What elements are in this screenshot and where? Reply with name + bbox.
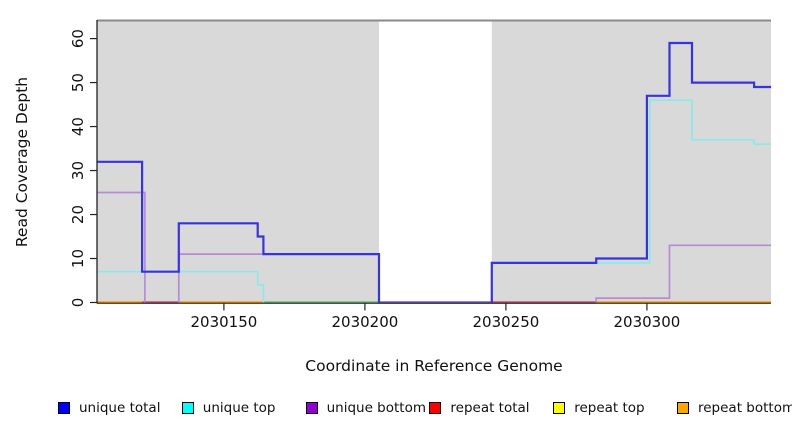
legend: unique total unique top unique bottom repea…	[0, 399, 792, 419]
axes-layer: 2030150 2030200 2030250 2030300 0 10 20 30 40 50 6…	[69, 20, 771, 331]
series-unique-top-line	[97, 270, 265, 303]
x-tick-label: 2030300	[614, 313, 681, 331]
legend-label-repeat-top: repeat top	[574, 400, 645, 416]
y-tick-label: 10	[69, 249, 87, 268]
legend-swatch-repeat-bottom	[677, 402, 689, 414]
x-tick-label: 2030200	[332, 313, 399, 331]
series-unique-total-line	[490, 41, 771, 303]
legend-item-repeat-top: repeat top	[553, 399, 645, 417]
series-unique-total-line	[97, 160, 381, 303]
x-tick-label: 2030150	[190, 313, 257, 331]
y-tick-label: 60	[69, 29, 87, 48]
y-axis-title: Read Coverage Depth	[13, 77, 31, 247]
legend-swatch-unique-top	[181, 402, 194, 414]
legend-label-repeat-total: repeat total	[450, 400, 530, 416]
no-data-gap-region	[379, 21, 492, 303]
legend-item-repeat-bottom: repeat bottom	[677, 399, 792, 417]
legend-label-unique-bottom: unique bottom	[326, 400, 427, 416]
x-tick-label: 2030250	[473, 313, 540, 331]
y-tick-label: 30	[69, 161, 87, 180]
legend-swatch-unique-bottom	[305, 402, 318, 414]
legend-label-unique-top: unique top	[202, 400, 276, 416]
legend-item-unique-top: unique top	[181, 399, 276, 417]
plot-background-layer	[97, 21, 771, 303]
legend-item-unique-total: unique total	[58, 399, 160, 417]
legend-item-repeat-total: repeat total	[429, 399, 530, 417]
series-unique-bottom-line	[595, 244, 771, 303]
y-tick-label: 0	[69, 298, 87, 308]
series-unique-bottom-line	[97, 191, 146, 303]
legend-swatch-repeat-total	[429, 402, 442, 414]
y-tick-label: 50	[69, 73, 87, 92]
series-layer	[97, 19, 771, 304]
legend-label-unique-total: unique total	[79, 400, 161, 416]
y-tick-label: 20	[69, 205, 87, 224]
legend-item-unique-bottom: unique bottom	[305, 399, 427, 417]
legend-label-repeat-bottom: repeat bottom	[698, 400, 792, 416]
y-tick-label: 40	[69, 117, 87, 136]
legend-swatch-unique-total	[58, 402, 70, 414]
legend-swatch-repeat-top	[553, 402, 566, 414]
x-axis-title: Coordinate in Reference Genome	[305, 357, 562, 375]
